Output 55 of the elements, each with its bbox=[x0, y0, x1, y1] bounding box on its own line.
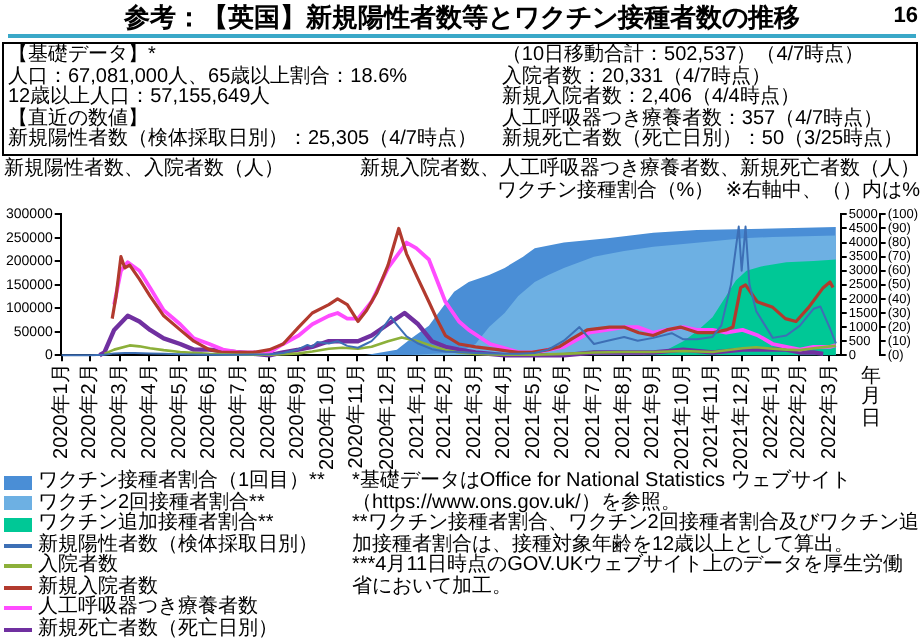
legend-label: ワクチン追加接種者割合** bbox=[38, 512, 274, 534]
x-tick-label: 2020年4月 bbox=[136, 363, 161, 459]
legend-label: 入院者数 bbox=[38, 554, 118, 576]
x-tick-label: 2020年11月 bbox=[344, 363, 369, 469]
x-tick-label: 2021年12月 bbox=[729, 363, 754, 471]
x-tick-label: 2020年2月 bbox=[77, 363, 102, 459]
y-axis-title: 新規陽性者数、入院者数（人） bbox=[4, 158, 284, 181]
text: 新規入院者数：2,406（4/4時点） bbox=[501, 86, 802, 108]
text: 【基礎データ】* bbox=[8, 44, 158, 66]
x-tick-label: 2020年5月 bbox=[166, 363, 191, 459]
x-tick-label: 2020年8月 bbox=[256, 363, 281, 459]
text: *基礎データはOffice for National Statistics ウェブサイト（https://www.ons.gov.uk/）を参照。 bbox=[352, 470, 853, 513]
x-tick-label: 2021年1月 bbox=[404, 363, 429, 459]
text: 新規陽性者数（検体採取日別）：25,305（4/7時点） bbox=[8, 128, 479, 151]
x-tick-label: 2021年10月 bbox=[669, 363, 694, 471]
x-tick-label: 2021年6月 bbox=[550, 363, 575, 459]
text: 新規死亡者数（死亡日別）：50（3/25時点） bbox=[501, 128, 906, 151]
x-tick-label: 2021年4月 bbox=[491, 363, 516, 459]
legend-label: 新規入院者数 bbox=[38, 575, 158, 597]
x-tick-label: 2021年9月 bbox=[639, 363, 664, 459]
text: 人工呼吸器つき療養者数：357（4/7時点） bbox=[501, 107, 886, 129]
text: 入院者数：20,331（4/7時点） bbox=[501, 65, 771, 87]
x-tick-label: 2021年8月 bbox=[610, 363, 635, 459]
text: 人口：67,081,000人、65歳以上割合：18.6% bbox=[8, 65, 410, 87]
x-tick-label: 2020年1月 bbox=[49, 363, 74, 459]
x-tick-label: 2021年11月 bbox=[699, 363, 724, 469]
chart-title: 参考：【英国】新規陽性者数等とワクチン接種者数の推移 bbox=[124, 2, 800, 32]
legend-label: ワクチン2回接種者割合** bbox=[38, 491, 265, 513]
x-tick-label: 2021年5月 bbox=[521, 363, 546, 459]
legend-label: 人工呼吸器つき療養者数 bbox=[38, 596, 258, 618]
x-tick-label: 2020年6月 bbox=[195, 363, 220, 459]
x-tick-label: 2020年9月 bbox=[285, 363, 310, 459]
text: ***4月11日時点のGOV.UKウェブサイト上のデータを厚生労働省において加工。 bbox=[352, 554, 906, 598]
text: ※右軸中、（）内は% bbox=[725, 180, 920, 202]
x-tick-label: 2020年12月 bbox=[374, 363, 399, 471]
x-tick-label: 2022年2月 bbox=[786, 363, 811, 459]
x-tick-label: 2021年7月 bbox=[580, 363, 605, 459]
y3-axis-title: ワクチン接種割合（%） bbox=[496, 180, 715, 202]
text: 12歳以上人口：57,155,649人 bbox=[8, 86, 273, 108]
x-tick-label: 2020年3月 bbox=[107, 363, 132, 459]
legend-label: ワクチン接種者割合（1回目）** bbox=[38, 470, 325, 492]
x-tick-label: 2022年1月 bbox=[759, 363, 784, 459]
x-axis-title: 年月日 bbox=[860, 365, 881, 431]
x-tick-label: 2021年3月 bbox=[462, 363, 487, 459]
x-tick-label: 2020年10月 bbox=[315, 363, 340, 471]
x-tick-label: 2022年3月 bbox=[816, 363, 841, 459]
x-tick-label: 2021年2月 bbox=[431, 363, 456, 459]
text: 16 bbox=[893, 4, 918, 28]
legend-label: 新規死亡者数（死亡日別） bbox=[38, 617, 278, 640]
text: **ワクチン接種者割合、ワクチン2回接種者割合及びワクチン追加接種者割合は、接種対象年齢を12歳以上として算出。 bbox=[352, 512, 920, 555]
x-tick-label: 2020年7月 bbox=[225, 363, 250, 459]
y2-axis-title: 新規入院者数、人工呼吸器つき療養者数、新規死亡者数（人） bbox=[360, 158, 920, 180]
legend-label: 新規陽性者数（検体採取日別） bbox=[38, 533, 318, 555]
text: （10日移動合計：502,537）（4/7時点） bbox=[501, 44, 867, 66]
text: 【直近の数値】 bbox=[8, 107, 148, 129]
